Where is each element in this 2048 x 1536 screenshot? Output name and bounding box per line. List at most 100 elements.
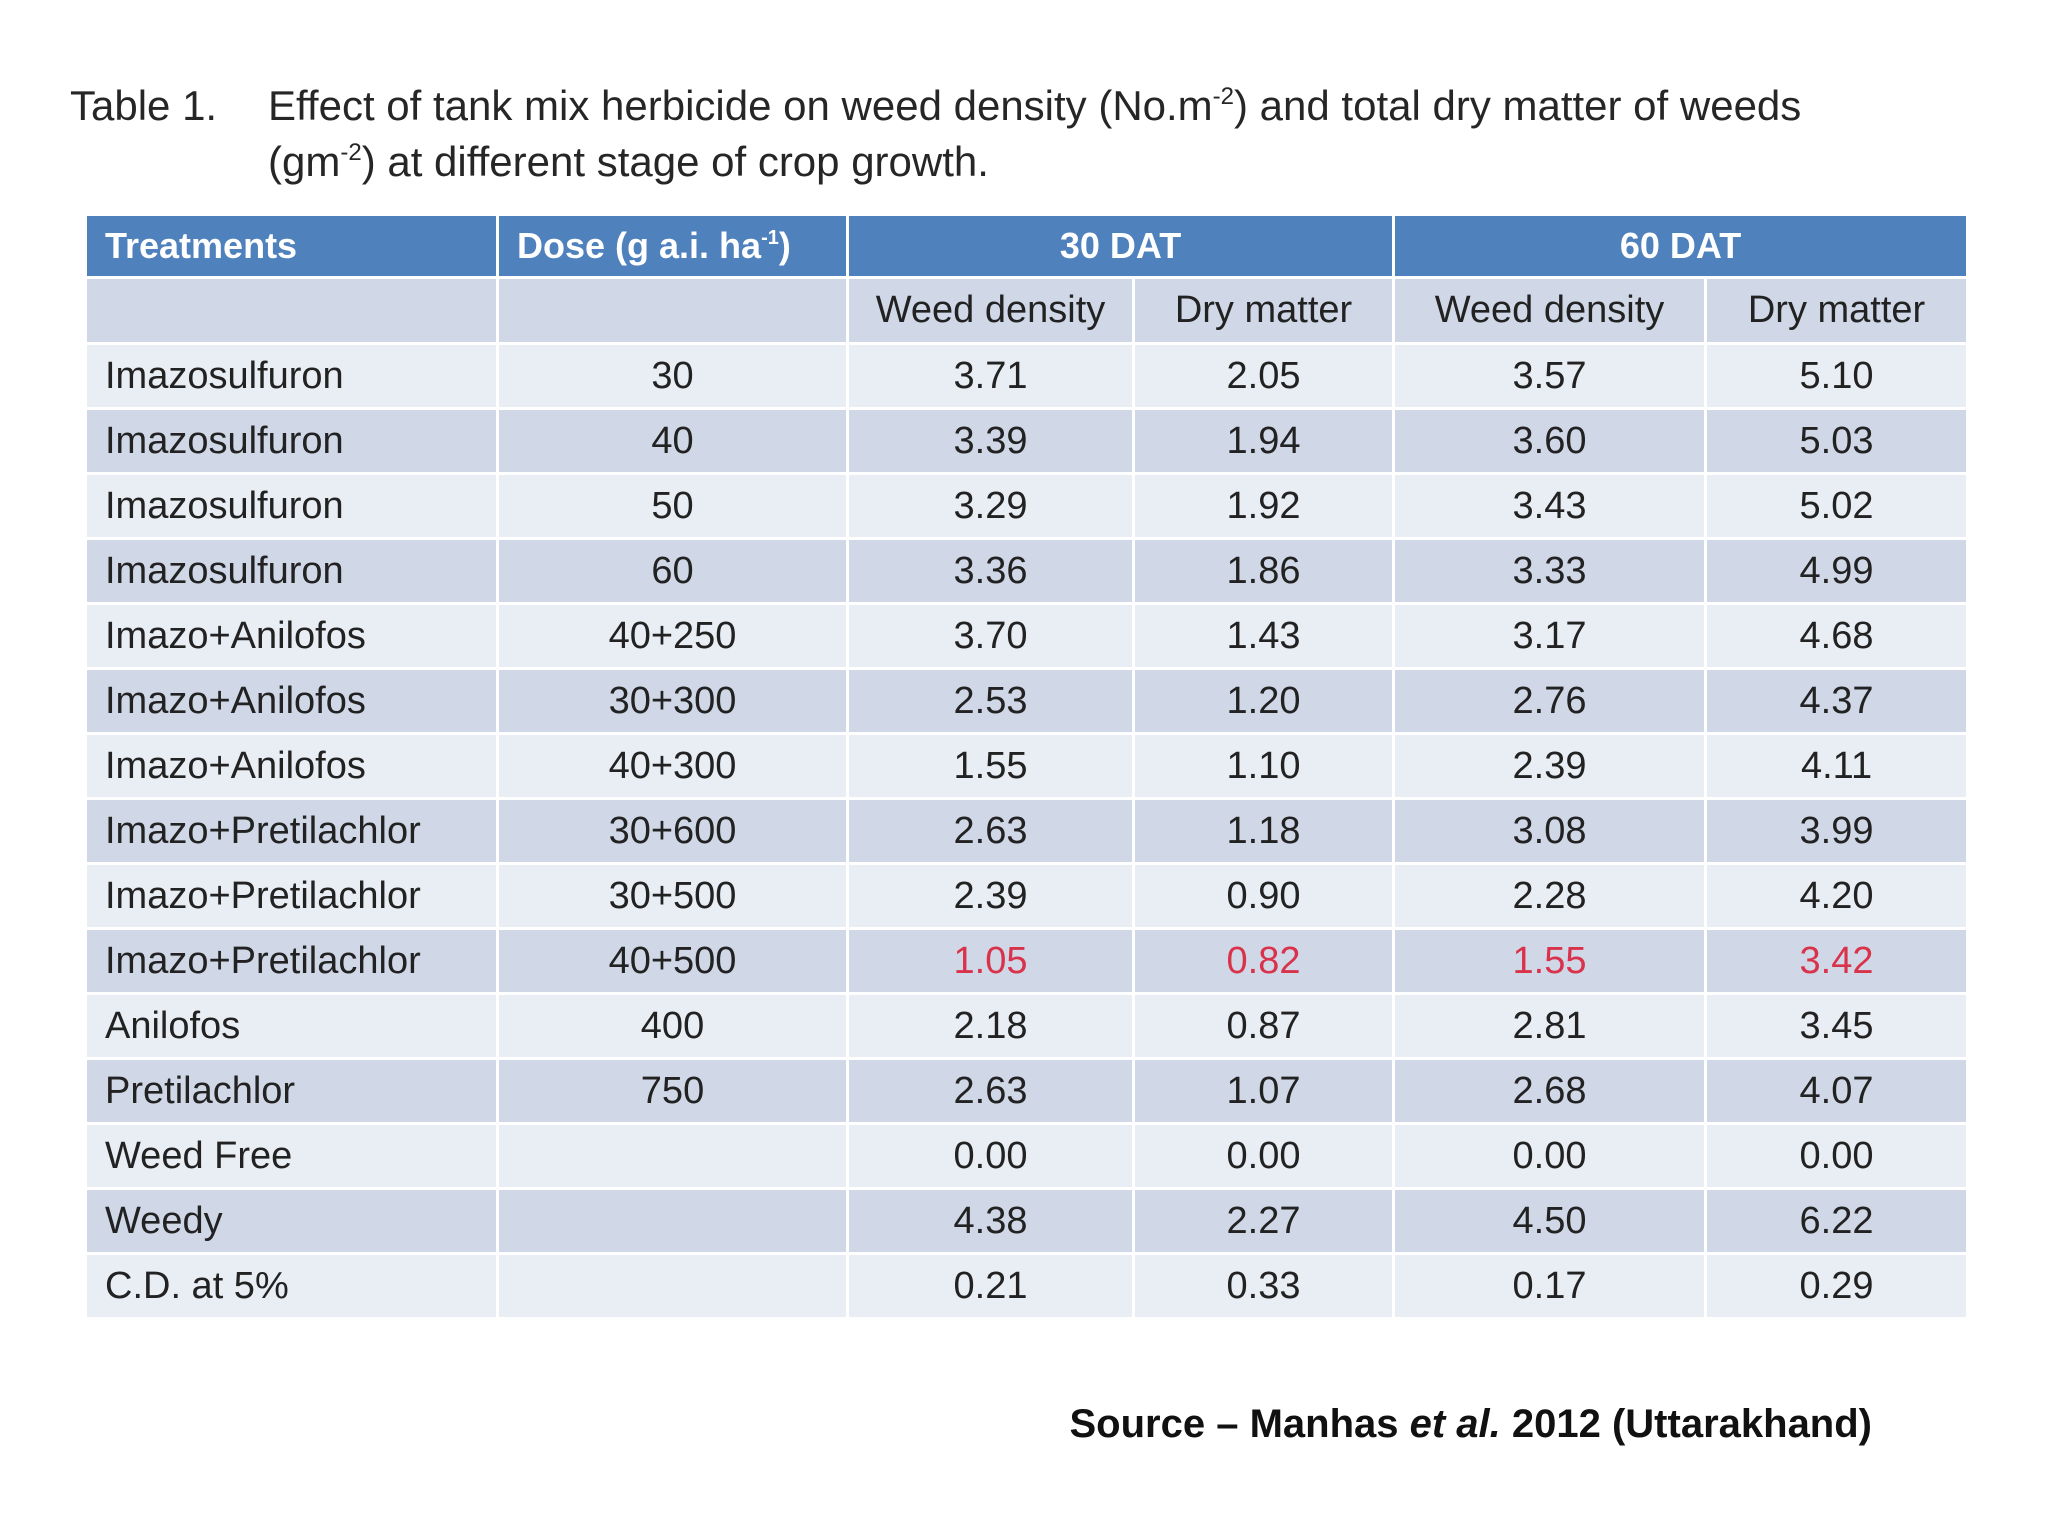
caption-line-2: (gm-2) at different stage of crop growth… [268,138,989,185]
dose-cell [496,1252,849,1320]
weed-density-60-cell: 3.17 [1392,602,1708,670]
table-row: Weedy 4.38 2.27 4.50 6.22 [84,1187,1970,1255]
dose-cell [496,1122,849,1190]
dry-matter-30-cell: 0.82 [1131,927,1396,995]
weed-density-30-cell: 1.55 [846,732,1135,800]
treatment-cell: C.D. at 5% [84,1252,499,1320]
dry-matter-60-cell: 4.11 [1704,732,1970,800]
dose-cell: 30+600 [496,797,849,865]
dose-cell: 40+250 [496,602,849,670]
subheader-weed-density-60: Weed density [1392,276,1708,345]
weed-density-60-cell: 3.57 [1392,342,1708,410]
dry-matter-30-cell: 1.43 [1131,602,1396,670]
treatment-cell: Imazo+Anilofos [84,667,499,735]
dose-cell: 40+300 [496,732,849,800]
subheader-dry-matter-30: Dry matter [1131,276,1396,345]
weed-density-30-cell: 2.39 [846,862,1135,930]
table-row: Pretilachlor 750 2.63 1.07 2.68 4.07 [84,1057,1970,1125]
treatment-cell: Imazosulfuron [84,472,499,540]
weed-density-30-cell: 3.29 [846,472,1135,540]
weed-density-30-cell: 2.53 [846,667,1135,735]
weed-density-30-cell: 4.38 [846,1187,1135,1255]
table-caption: Table 1. Effect of tank mix herbicide on … [70,78,1970,190]
table-row: Imazo+Pretilachlor 30+500 2.39 0.90 2.28 4.20 [84,862,1970,930]
table-row: Weed Free 0.00 0.00 0.00 0.00 [84,1122,1970,1190]
subheader-dry-matter-60: Dry matter [1704,276,1970,345]
caption-label: Table 1. [70,82,218,129]
treatment-cell: Imazo+Anilofos [84,602,499,670]
weed-density-30-cell: 2.18 [846,992,1135,1060]
treatment-cell: Imazosulfuron [84,407,499,475]
dry-matter-60-cell: 4.07 [1704,1057,1970,1125]
weed-density-60-cell: 0.17 [1392,1252,1708,1320]
dose-cell: 30+500 [496,862,849,930]
weed-density-60-cell: 2.39 [1392,732,1708,800]
weed-density-60-cell: 2.28 [1392,862,1708,930]
dry-matter-60-cell: 5.03 [1704,407,1970,475]
table-row: Imazosulfuron 60 3.36 1.86 3.33 4.99 [84,537,1970,605]
dry-matter-60-cell: 4.99 [1704,537,1970,605]
weed-density-30-cell: 3.71 [846,342,1135,410]
weed-density-60-cell: 3.33 [1392,537,1708,605]
dry-matter-60-cell: 5.10 [1704,342,1970,410]
dose-cell: 400 [496,992,849,1060]
dry-matter-30-cell: 0.00 [1131,1122,1396,1190]
table-row: C.D. at 5% 0.21 0.33 0.17 0.29 [84,1252,1970,1320]
dose-cell: 50 [496,472,849,540]
treatment-cell: Imazo+Pretilachlor [84,797,499,865]
weed-density-30-cell: 0.00 [846,1122,1135,1190]
table-row: Imazo+Pretilachlor 40+500 1.05 0.82 1.55 3.42 [84,927,1970,995]
dry-matter-60-cell: 4.37 [1704,667,1970,735]
dry-matter-60-cell: 4.20 [1704,862,1970,930]
dry-matter-30-cell: 1.20 [1131,667,1396,735]
dry-matter-30-cell: 1.86 [1131,537,1396,605]
dose-cell: 60 [496,537,849,605]
weed-density-60-cell: 4.50 [1392,1187,1708,1255]
dry-matter-60-cell: 5.02 [1704,472,1970,540]
dry-matter-60-cell: 3.42 [1704,927,1970,995]
dry-matter-60-cell: 3.45 [1704,992,1970,1060]
weed-density-30-cell: 2.63 [846,1057,1135,1125]
subheader-weed-density-30: Weed density [846,276,1135,345]
dose-cell: 40+500 [496,927,849,995]
dry-matter-30-cell: 0.90 [1131,862,1396,930]
weed-density-30-cell: 0.21 [846,1252,1135,1320]
treatment-cell: Imazo+Pretilachlor [84,927,499,995]
treatment-cell: Weed Free [84,1122,499,1190]
herbicide-data-table: Treatments Dose (g a.i. ha-1) 30 DAT 60 … [84,213,1970,1320]
dry-matter-30-cell: 2.05 [1131,342,1396,410]
header-dose: Dose (g a.i. ha-1) [496,213,849,279]
weed-density-60-cell: 3.08 [1392,797,1708,865]
treatment-cell: Imazosulfuron [84,342,499,410]
dry-matter-30-cell: 0.33 [1131,1252,1396,1320]
subheader-empty [84,276,499,345]
weed-density-30-cell: 1.05 [846,927,1135,995]
subheader-row: Weed density Dry matter Weed density Dry… [84,276,1970,345]
treatment-cell: Weedy [84,1187,499,1255]
dry-matter-30-cell: 1.07 [1131,1057,1396,1125]
weed-density-30-cell: 2.63 [846,797,1135,865]
weed-density-60-cell: 2.68 [1392,1057,1708,1125]
weed-density-60-cell: 3.43 [1392,472,1708,540]
table-row: Imazosulfuron 50 3.29 1.92 3.43 5.02 [84,472,1970,540]
table-row: Imazosulfuron 40 3.39 1.94 3.60 5.03 [84,407,1970,475]
dose-cell: 30 [496,342,849,410]
header-60-dat: 60 DAT [1392,213,1970,279]
dry-matter-30-cell: 1.94 [1131,407,1396,475]
dry-matter-30-cell: 2.27 [1131,1187,1396,1255]
header-treatments: Treatments [84,213,499,279]
table-row: Imazo+Anilofos 40+250 3.70 1.43 3.17 4.68 [84,602,1970,670]
weed-density-60-cell: 1.55 [1392,927,1708,995]
treatment-cell: Imazo+Pretilachlor [84,862,499,930]
weed-density-60-cell: 2.76 [1392,667,1708,735]
weed-density-60-cell: 3.60 [1392,407,1708,475]
dry-matter-30-cell: 0.87 [1131,992,1396,1060]
header-row: Treatments Dose (g a.i. ha-1) 30 DAT 60 … [84,213,1970,279]
weed-density-60-cell: 0.00 [1392,1122,1708,1190]
dose-cell [496,1187,849,1255]
dose-cell: 30+300 [496,667,849,735]
table-row: Anilofos 400 2.18 0.87 2.81 3.45 [84,992,1970,1060]
dose-cell: 40 [496,407,849,475]
table-body: Imazosulfuron 30 3.71 2.05 3.57 5.10 Imazosulf… [84,342,1970,1320]
treatment-cell: Imazosulfuron [84,537,499,605]
